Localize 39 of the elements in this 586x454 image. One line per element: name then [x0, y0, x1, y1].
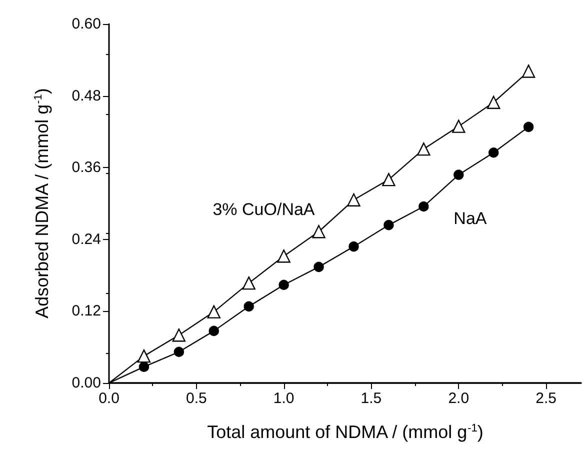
point — [486, 96, 500, 109]
series-label: NaA — [454, 208, 488, 228]
point — [488, 148, 499, 158]
x-tick-label: 1.5 — [360, 390, 382, 407]
point — [312, 225, 326, 238]
point — [347, 193, 360, 207]
y-tick-label: 0.60 — [72, 16, 101, 32]
point — [277, 250, 290, 263]
point — [242, 276, 256, 290]
x-tick-label: 1.0 — [273, 390, 294, 407]
point — [278, 280, 289, 290]
y-tick-label: 0.24 — [72, 230, 101, 248]
y-axis-title: Adsorbed NDMA / (mmol g-1) — [32, 88, 52, 318]
point — [348, 241, 359, 252]
y-tick-label: 0.12 — [72, 302, 101, 320]
point — [418, 201, 429, 212]
y-tick-label: 0.36 — [72, 159, 101, 176]
point — [382, 172, 396, 186]
point — [384, 220, 394, 230]
point — [522, 64, 536, 78]
point — [207, 305, 220, 318]
point — [174, 346, 184, 357]
y-tick-label: 0.48 — [72, 87, 101, 104]
point — [523, 122, 534, 132]
point — [137, 349, 151, 363]
point — [417, 142, 430, 156]
x-tick-label: 0.5 — [186, 390, 207, 407]
point — [208, 326, 219, 336]
point — [138, 362, 150, 372]
series-label: 3% CuO/NaA — [212, 200, 316, 220]
point — [452, 120, 466, 133]
point — [172, 328, 186, 342]
point — [314, 262, 324, 272]
y-tick-label: 0.00 — [72, 374, 101, 392]
point — [454, 170, 464, 180]
x-tick-label: 2.5 — [536, 390, 556, 407]
x-tick-label: 2.0 — [448, 390, 470, 407]
point — [244, 301, 254, 312]
x-tick-label: 0.0 — [98, 390, 120, 407]
